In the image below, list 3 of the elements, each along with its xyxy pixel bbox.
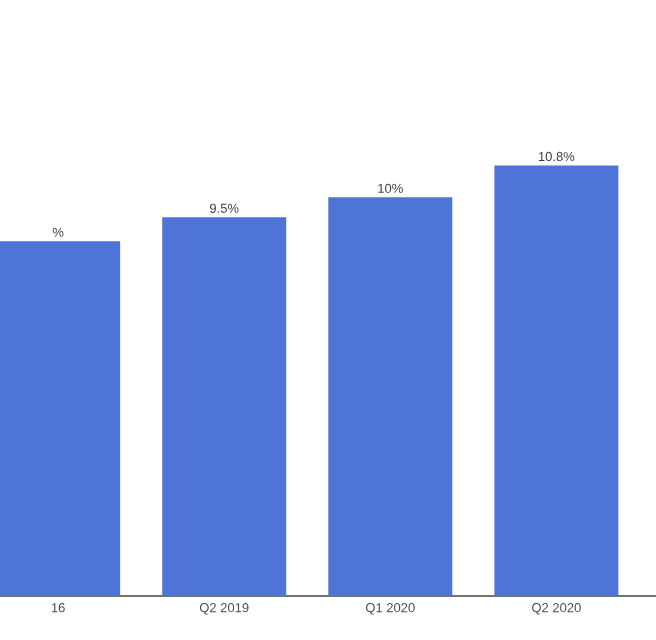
bar	[328, 197, 453, 596]
bar	[494, 165, 619, 596]
bar	[162, 217, 287, 596]
